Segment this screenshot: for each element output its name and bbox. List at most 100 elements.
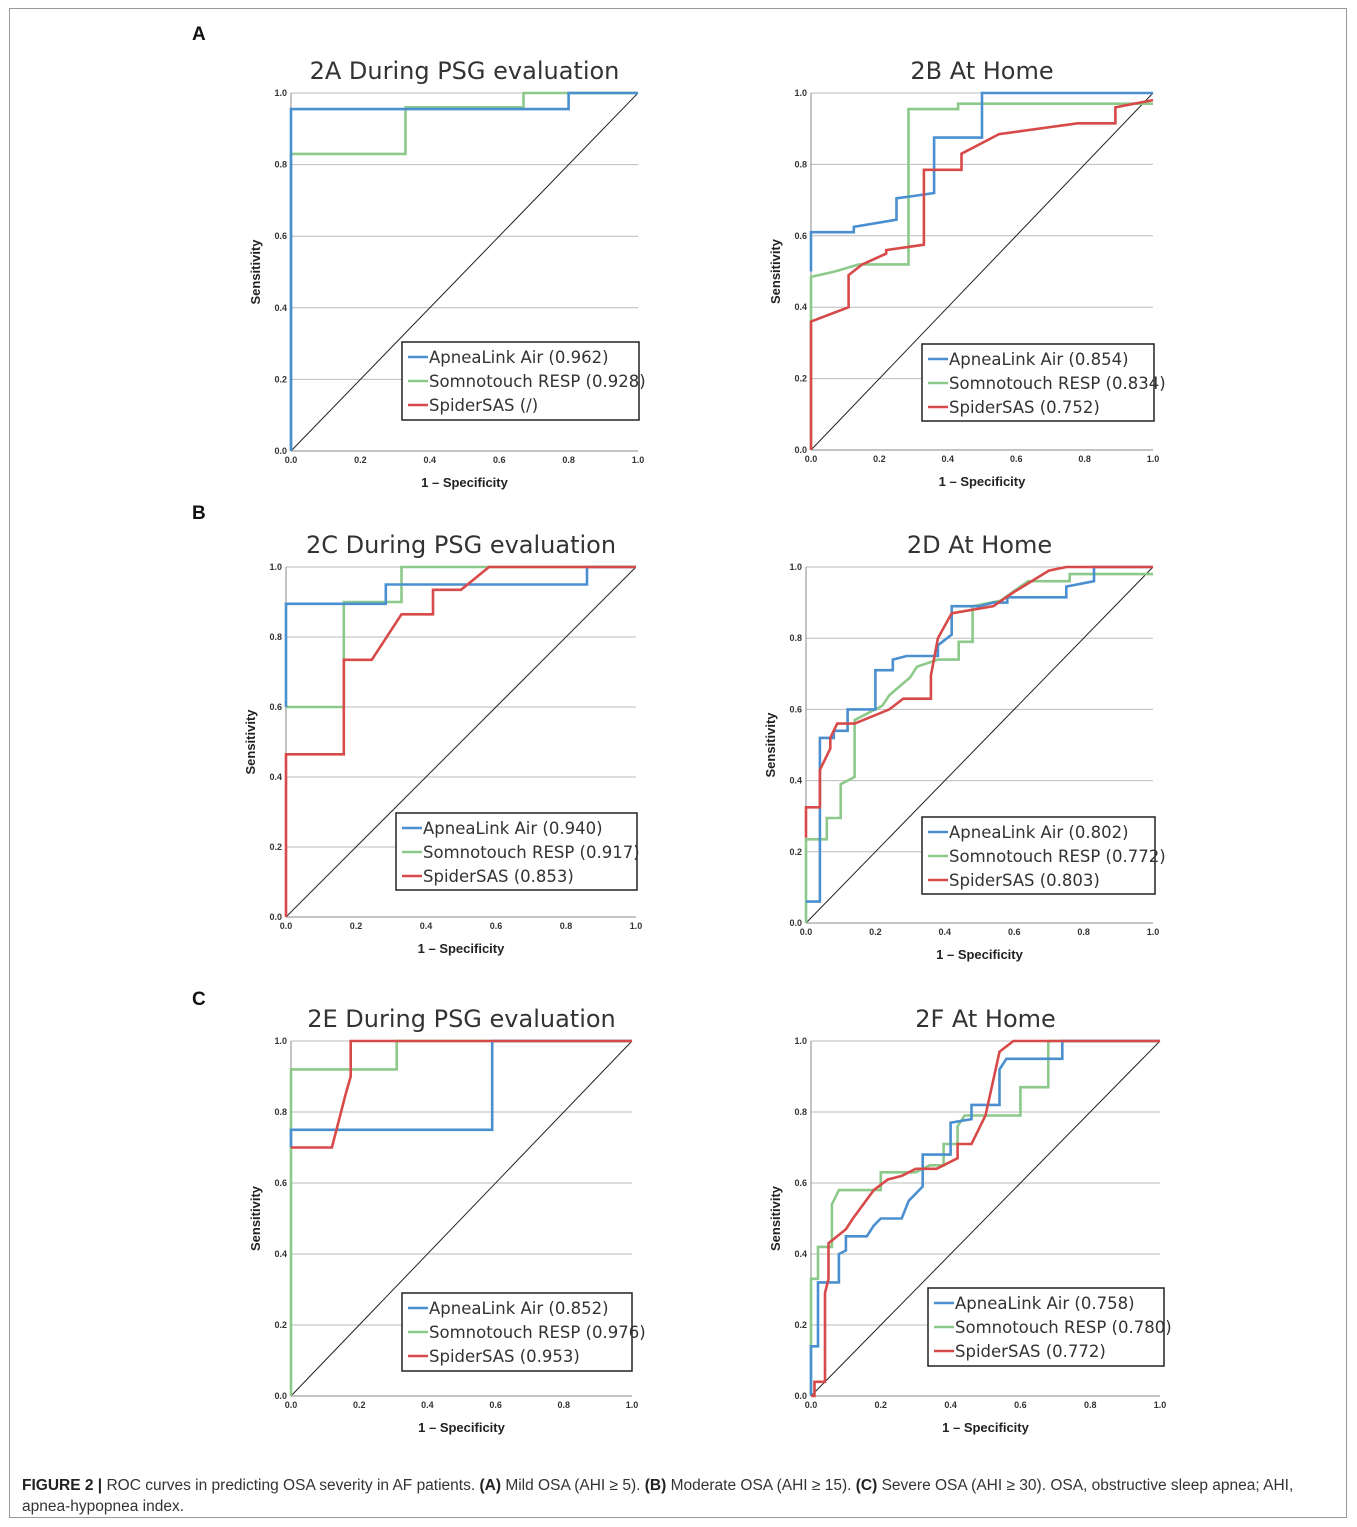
x-tick-label: 0.4	[424, 455, 437, 465]
y-tick-label: 0.8	[794, 1107, 807, 1117]
y-tick-label: 0.0	[274, 446, 287, 456]
x-tick-label: 0.0	[280, 921, 293, 931]
reference-diagonal	[810, 1040, 1161, 1397]
y-tick-label: 0.6	[794, 1178, 807, 1188]
y-tick-label: 0.6	[274, 231, 287, 241]
x-tick-label: 0.6	[489, 1400, 502, 1410]
y-tick-label: 0.4	[274, 1249, 287, 1259]
legend-entry: SpiderSAS (0.953)	[429, 1347, 580, 1366]
x-axis-label: 1 – Specificity	[418, 941, 505, 956]
y-tick-label: 0.6	[789, 704, 802, 714]
reference-diagonal	[810, 92, 1154, 451]
y-axis-label: Sensitivity	[248, 239, 263, 305]
x-tick-label: 1.0	[1147, 454, 1160, 464]
x-tick-label: 0.8	[1078, 454, 1091, 464]
caption-part-c-label: (C)	[855, 1477, 878, 1494]
x-tick-label: 0.0	[285, 1400, 298, 1410]
x-tick-label: 0.8	[558, 1400, 571, 1410]
x-tick-label: 1.0	[632, 455, 645, 465]
chart-title: 2D At Home	[907, 531, 1052, 559]
roc-series-line	[289, 91, 638, 451]
y-tick-label: 0.2	[269, 842, 282, 852]
x-axis-label: 1 – Specificity	[418, 1420, 505, 1435]
legend-entry: ApneaLink Air (0.852)	[429, 1299, 609, 1318]
chart-title: 2B At Home	[910, 57, 1053, 85]
x-axis-label: 1 – Specificity	[421, 475, 508, 490]
figure-frame	[9, 8, 1347, 1518]
y-tick-label: 0.0	[274, 1391, 287, 1401]
x-tick-label: 0.2	[869, 927, 882, 937]
x-tick-label: 0.4	[942, 454, 955, 464]
x-axis-label: 1 – Specificity	[939, 474, 1026, 489]
panel-label-b: B	[192, 503, 206, 524]
y-tick-label: 0.2	[789, 847, 802, 857]
panel-label-c: C	[192, 989, 206, 1010]
x-tick-label: 1.0	[626, 1400, 639, 1410]
roc-series-line	[809, 102, 1153, 450]
y-axis-label: Sensitivity	[763, 712, 778, 778]
x-tick-label: 0.2	[875, 1400, 888, 1410]
y-tick-label: 0.0	[789, 918, 802, 928]
roc-series-line	[804, 565, 1153, 838]
y-tick-label: 0.6	[274, 1178, 287, 1188]
x-tick-label: 0.0	[805, 1400, 818, 1410]
caption-text: ROC curves in predicting OSA severity in…	[106, 1477, 476, 1494]
legend-entry: Somnotouch RESP (0.772)	[949, 847, 1166, 866]
caption-part-b-text: Moderate OSA (AHI ≥ 15).	[670, 1477, 852, 1494]
x-tick-label: 0.8	[1077, 927, 1090, 937]
caption-part-a-label: (A)	[479, 1477, 502, 1494]
roc-series-line	[811, 1039, 1160, 1398]
y-tick-label: 1.0	[789, 562, 802, 572]
x-tick-label: 0.6	[1008, 927, 1021, 937]
x-tick-label: 0.4	[944, 1400, 957, 1410]
y-tick-label: 0.6	[269, 702, 282, 712]
legend-entry: SpiderSAS (0.752)	[949, 398, 1100, 417]
legend-entry: SpiderSAS (/)	[429, 396, 538, 415]
x-tick-label: 0.4	[421, 1400, 434, 1410]
reference-diagonal	[805, 566, 1154, 924]
legend-box	[401, 1292, 633, 1372]
legend-entry: ApneaLink Air (0.802)	[949, 823, 1129, 842]
x-tick-label: 0.6	[490, 921, 503, 931]
legend-entry: ApneaLink Air (0.940)	[423, 819, 603, 838]
reference-diagonal	[290, 1040, 633, 1397]
x-tick-label: 0.0	[805, 454, 818, 464]
y-tick-label: 0.4	[269, 772, 282, 782]
roc-series-line	[809, 1039, 1160, 1396]
chart-title: 2C During PSG evaluation	[306, 531, 616, 559]
x-tick-label: 0.2	[873, 454, 886, 464]
x-tick-label: 1.0	[1154, 1400, 1167, 1410]
roc-series-line	[809, 91, 1153, 272]
x-tick-label: 0.4	[939, 927, 952, 937]
legend-box	[921, 343, 1155, 422]
legend-entry: Somnotouch RESP (0.917)	[423, 843, 640, 862]
y-tick-label: 1.0	[274, 1036, 287, 1046]
x-tick-label: 0.6	[1010, 454, 1023, 464]
x-tick-label: 0.0	[285, 455, 298, 465]
roc-chart-1: 2A During PSG evaluation 0.00.0 0.2 0.2 0.4 0…	[248, 57, 646, 490]
legend-entry: Somnotouch RESP (0.834)	[949, 374, 1166, 393]
roc-chart-5: 2E During PSG evaluation 0.00.0 0.2 0.2 0.4 0…	[248, 1005, 646, 1435]
reference-diagonal	[285, 566, 637, 918]
roc-series-line	[284, 565, 636, 917]
chart-title: 2A During PSG evaluation	[310, 57, 620, 85]
legend-entry: Somnotouch RESP (0.780)	[955, 1318, 1172, 1337]
x-tick-label: 0.8	[562, 455, 575, 465]
x-tick-label: 0.2	[350, 921, 363, 931]
x-axis-label: 1 – Specificity	[942, 1420, 1029, 1435]
x-tick-label: 0.2	[354, 455, 367, 465]
roc-series-line	[809, 98, 1154, 450]
roc-series-line	[286, 565, 636, 709]
roc-chart-6: 2F At Home 0.00.0 0.2 0.2 0.4 0.4 0.6 0.6 0.8 0.8…	[768, 1005, 1172, 1435]
legend-entry: ApneaLink Air (0.962)	[429, 348, 609, 367]
y-tick-label: 0.0	[794, 1391, 807, 1401]
y-tick-label: 0.2	[794, 1320, 807, 1330]
y-tick-label: 0.4	[789, 776, 802, 786]
y-axis-label: Sensitivity	[768, 238, 783, 304]
legend-box	[921, 816, 1156, 895]
figure-caption: FIGURE 2 | ROC curves in predicting OSA …	[22, 1475, 1332, 1517]
caption-figure-label: FIGURE 2 |	[22, 1477, 103, 1494]
legend-entry: SpiderSAS (0.772)	[955, 1342, 1106, 1361]
roc-series-line	[291, 1039, 632, 1149]
